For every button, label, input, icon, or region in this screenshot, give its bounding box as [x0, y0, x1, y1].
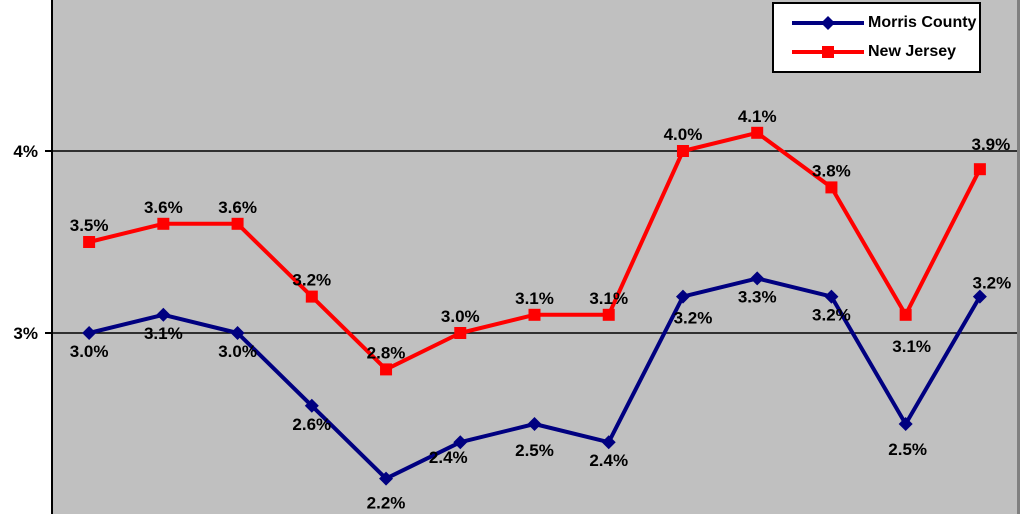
morris-county-marker — [601, 435, 616, 450]
new-jersey-marker — [83, 236, 96, 248]
morris-county-marker — [675, 289, 690, 304]
legend-entry-label: New Jersey — [868, 43, 957, 61]
morris-county-marker — [527, 417, 542, 431]
legend-entry-morris-county: Morris County — [790, 12, 979, 34]
new-jersey-marker — [157, 217, 170, 230]
y-axis-tick-label: 4% — [13, 142, 38, 161]
morris-county-marker — [750, 271, 765, 286]
morris-county-data-label: 3.0% — [70, 342, 109, 361]
new-jersey-marker — [602, 308, 615, 321]
new-jersey-data-label: 2.8% — [367, 343, 406, 362]
legend-entry-label: Morris County — [868, 13, 977, 31]
new-jersey-marker — [825, 181, 838, 194]
morris-county-data-label: 3.2% — [674, 309, 713, 328]
morris-county-line-marker-icon — [792, 15, 864, 30]
chart-legend: Morris County New Jersey — [772, 2, 981, 73]
new-jersey-data-label: 3.2% — [292, 271, 331, 290]
morris-county-marker — [82, 326, 97, 340]
morris-county-marker — [230, 326, 245, 340]
morris-county-data-label: 2.2% — [367, 494, 406, 513]
new-jersey-data-label: 3.9% — [972, 135, 1011, 154]
new-jersey-data-label: 4.0% — [664, 125, 703, 144]
morris-county-data-label: 2.5% — [515, 441, 554, 460]
morris-county-marker — [156, 307, 171, 322]
new-jersey-data-label: 3.1% — [515, 289, 554, 308]
new-jersey-data-label: 3.1% — [892, 337, 931, 356]
new-jersey-marker — [676, 145, 689, 157]
morris-county-data-label: 3.2% — [973, 274, 1012, 293]
morris-county-data-label: 3.3% — [738, 287, 777, 306]
morris-county-marker — [453, 435, 468, 450]
morris-county-marker — [304, 398, 319, 413]
new-jersey-data-label: 4.1% — [738, 107, 777, 126]
morris-county-marker — [824, 289, 839, 304]
new-jersey-data-label: 3.5% — [70, 216, 109, 235]
new-jersey-data-label: 3.0% — [441, 307, 480, 326]
y-axis-tick-label: 3% — [13, 324, 38, 343]
new-jersey-marker — [528, 308, 541, 321]
new-jersey-marker — [380, 363, 393, 376]
morris-county-data-label: 3.0% — [218, 342, 257, 361]
new-jersey-marker — [454, 327, 467, 339]
new-jersey-marker — [899, 308, 912, 321]
new-jersey-marker — [751, 126, 764, 139]
morris-county-marker — [898, 417, 913, 431]
new-jersey-data-label: 3.6% — [218, 198, 257, 217]
morris-county-data-label: 2.4% — [589, 451, 628, 470]
morris-county-data-label: 3.2% — [812, 306, 851, 325]
new-jersey-marker — [973, 163, 986, 176]
morris-county-data-label: 2.6% — [292, 415, 331, 434]
morris-county-data-label: 2.4% — [429, 448, 468, 467]
morris-county-data-label: 3.1% — [144, 324, 183, 343]
morris-county-marker — [379, 471, 394, 486]
morris-county-marker — [972, 289, 987, 304]
new-jersey-data-label: 3.6% — [144, 198, 183, 217]
new-jersey-marker — [231, 217, 244, 230]
new-jersey-data-label: 3.8% — [812, 161, 851, 180]
new-jersey-marker — [305, 290, 318, 303]
new-jersey-data-label: 3.1% — [589, 289, 628, 308]
morris-county-data-label: 2.5% — [888, 440, 927, 459]
legend-entry-new-jersey: New Jersey — [790, 41, 979, 63]
new-jersey-line-marker-icon — [792, 46, 864, 59]
